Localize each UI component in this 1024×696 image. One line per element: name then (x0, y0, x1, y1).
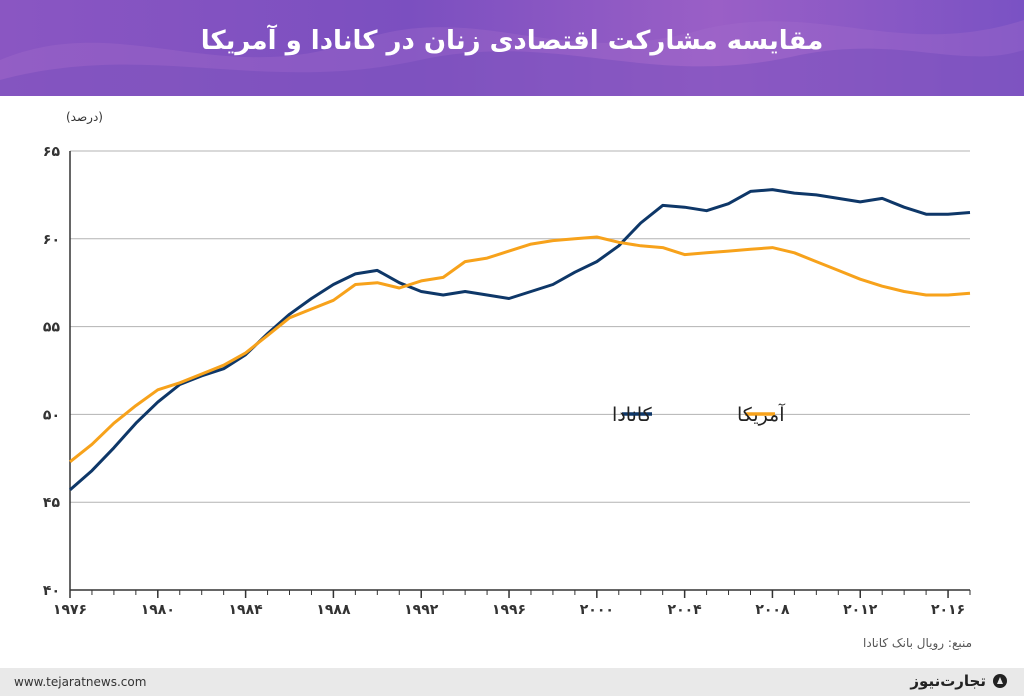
x-tick-label: ۱۹۸۰ (141, 602, 175, 618)
grid-lines (70, 150, 970, 591)
x-tick-label: ۲۰۰۴ (668, 602, 703, 618)
y-tick-label: ۴۰ (43, 583, 60, 599)
header-wave-decoration (0, 20, 1024, 96)
brand-name: تجارت‌نیوز (910, 672, 986, 690)
x-tick-label: ۱۹۸۸ (316, 602, 351, 618)
series-line-0 (69, 188, 971, 492)
brand-logo-icon (993, 674, 1007, 688)
website-link[interactable]: www.tejaratnews.com (14, 675, 147, 689)
x-tick-label: ۱۹۸۴ (229, 602, 264, 618)
axes: ۴۰ ۴۵ ۵۰ ۵۵ ۶۰ ۶۵ (درصد) ۱۹۷۶ ۱۹۸۰ ۱۹۸۴ ۱۹۸۸ ۱۹۹۲ ۱۹… (43, 110, 971, 618)
x-tick-label: ۲۰۱۶ (931, 602, 965, 618)
x-tick-label: ۲۰۱۲ (843, 602, 878, 618)
x-tick-label: ۲۰۰۰ (580, 602, 614, 618)
series-lines (69, 188, 971, 492)
legend-label-1: آمریکا (737, 402, 785, 426)
x-tick-label: ۲۰۰۸ (755, 602, 790, 618)
source-note: منبع: رویال بانک کانادا (863, 636, 972, 650)
page-title: مقایسه مشارکت اقتصادی زنان در کانادا و آ… (200, 26, 824, 56)
header-banner: مقایسه مشارکت اقتصادی زنان در کانادا و آ… (0, 0, 1024, 96)
y-tick-label: ۵۵ (43, 320, 61, 336)
legend: کانادا آمریکا (612, 402, 785, 426)
y-tick-label: ۴۵ (43, 495, 61, 511)
footer-bar: www.tejaratnews.com تجارت‌نیوز (0, 668, 1024, 696)
x-tick-label: ۱۹۹۶ (492, 602, 526, 618)
y-tick-label: ۶۵ (43, 144, 61, 160)
x-tick-label: ۱۹۹۲ (404, 602, 439, 618)
y-axis-label: (درصد) (66, 110, 103, 125)
x-tick-label: ۱۹۷۶ (53, 602, 87, 618)
brand-logo: تجارت‌نیوز (910, 672, 1008, 690)
series-line-1 (69, 235, 971, 463)
y-tick-label: ۵۰ (43, 407, 60, 423)
y-tick-label: ۶۰ (43, 232, 60, 248)
line-chart: ۴۰ ۴۵ ۵۰ ۵۵ ۶۰ ۶۵ (درصد) ۱۹۷۶ ۱۹۸۰ ۱۹۸۴ ۱۹۸۸ ۱۹۹۲ ۱۹… (43, 110, 971, 618)
legend-label-0: کانادا (612, 404, 653, 426)
